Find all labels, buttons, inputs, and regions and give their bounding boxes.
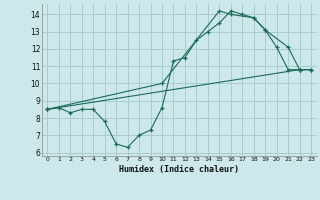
X-axis label: Humidex (Indice chaleur): Humidex (Indice chaleur) [119, 165, 239, 174]
